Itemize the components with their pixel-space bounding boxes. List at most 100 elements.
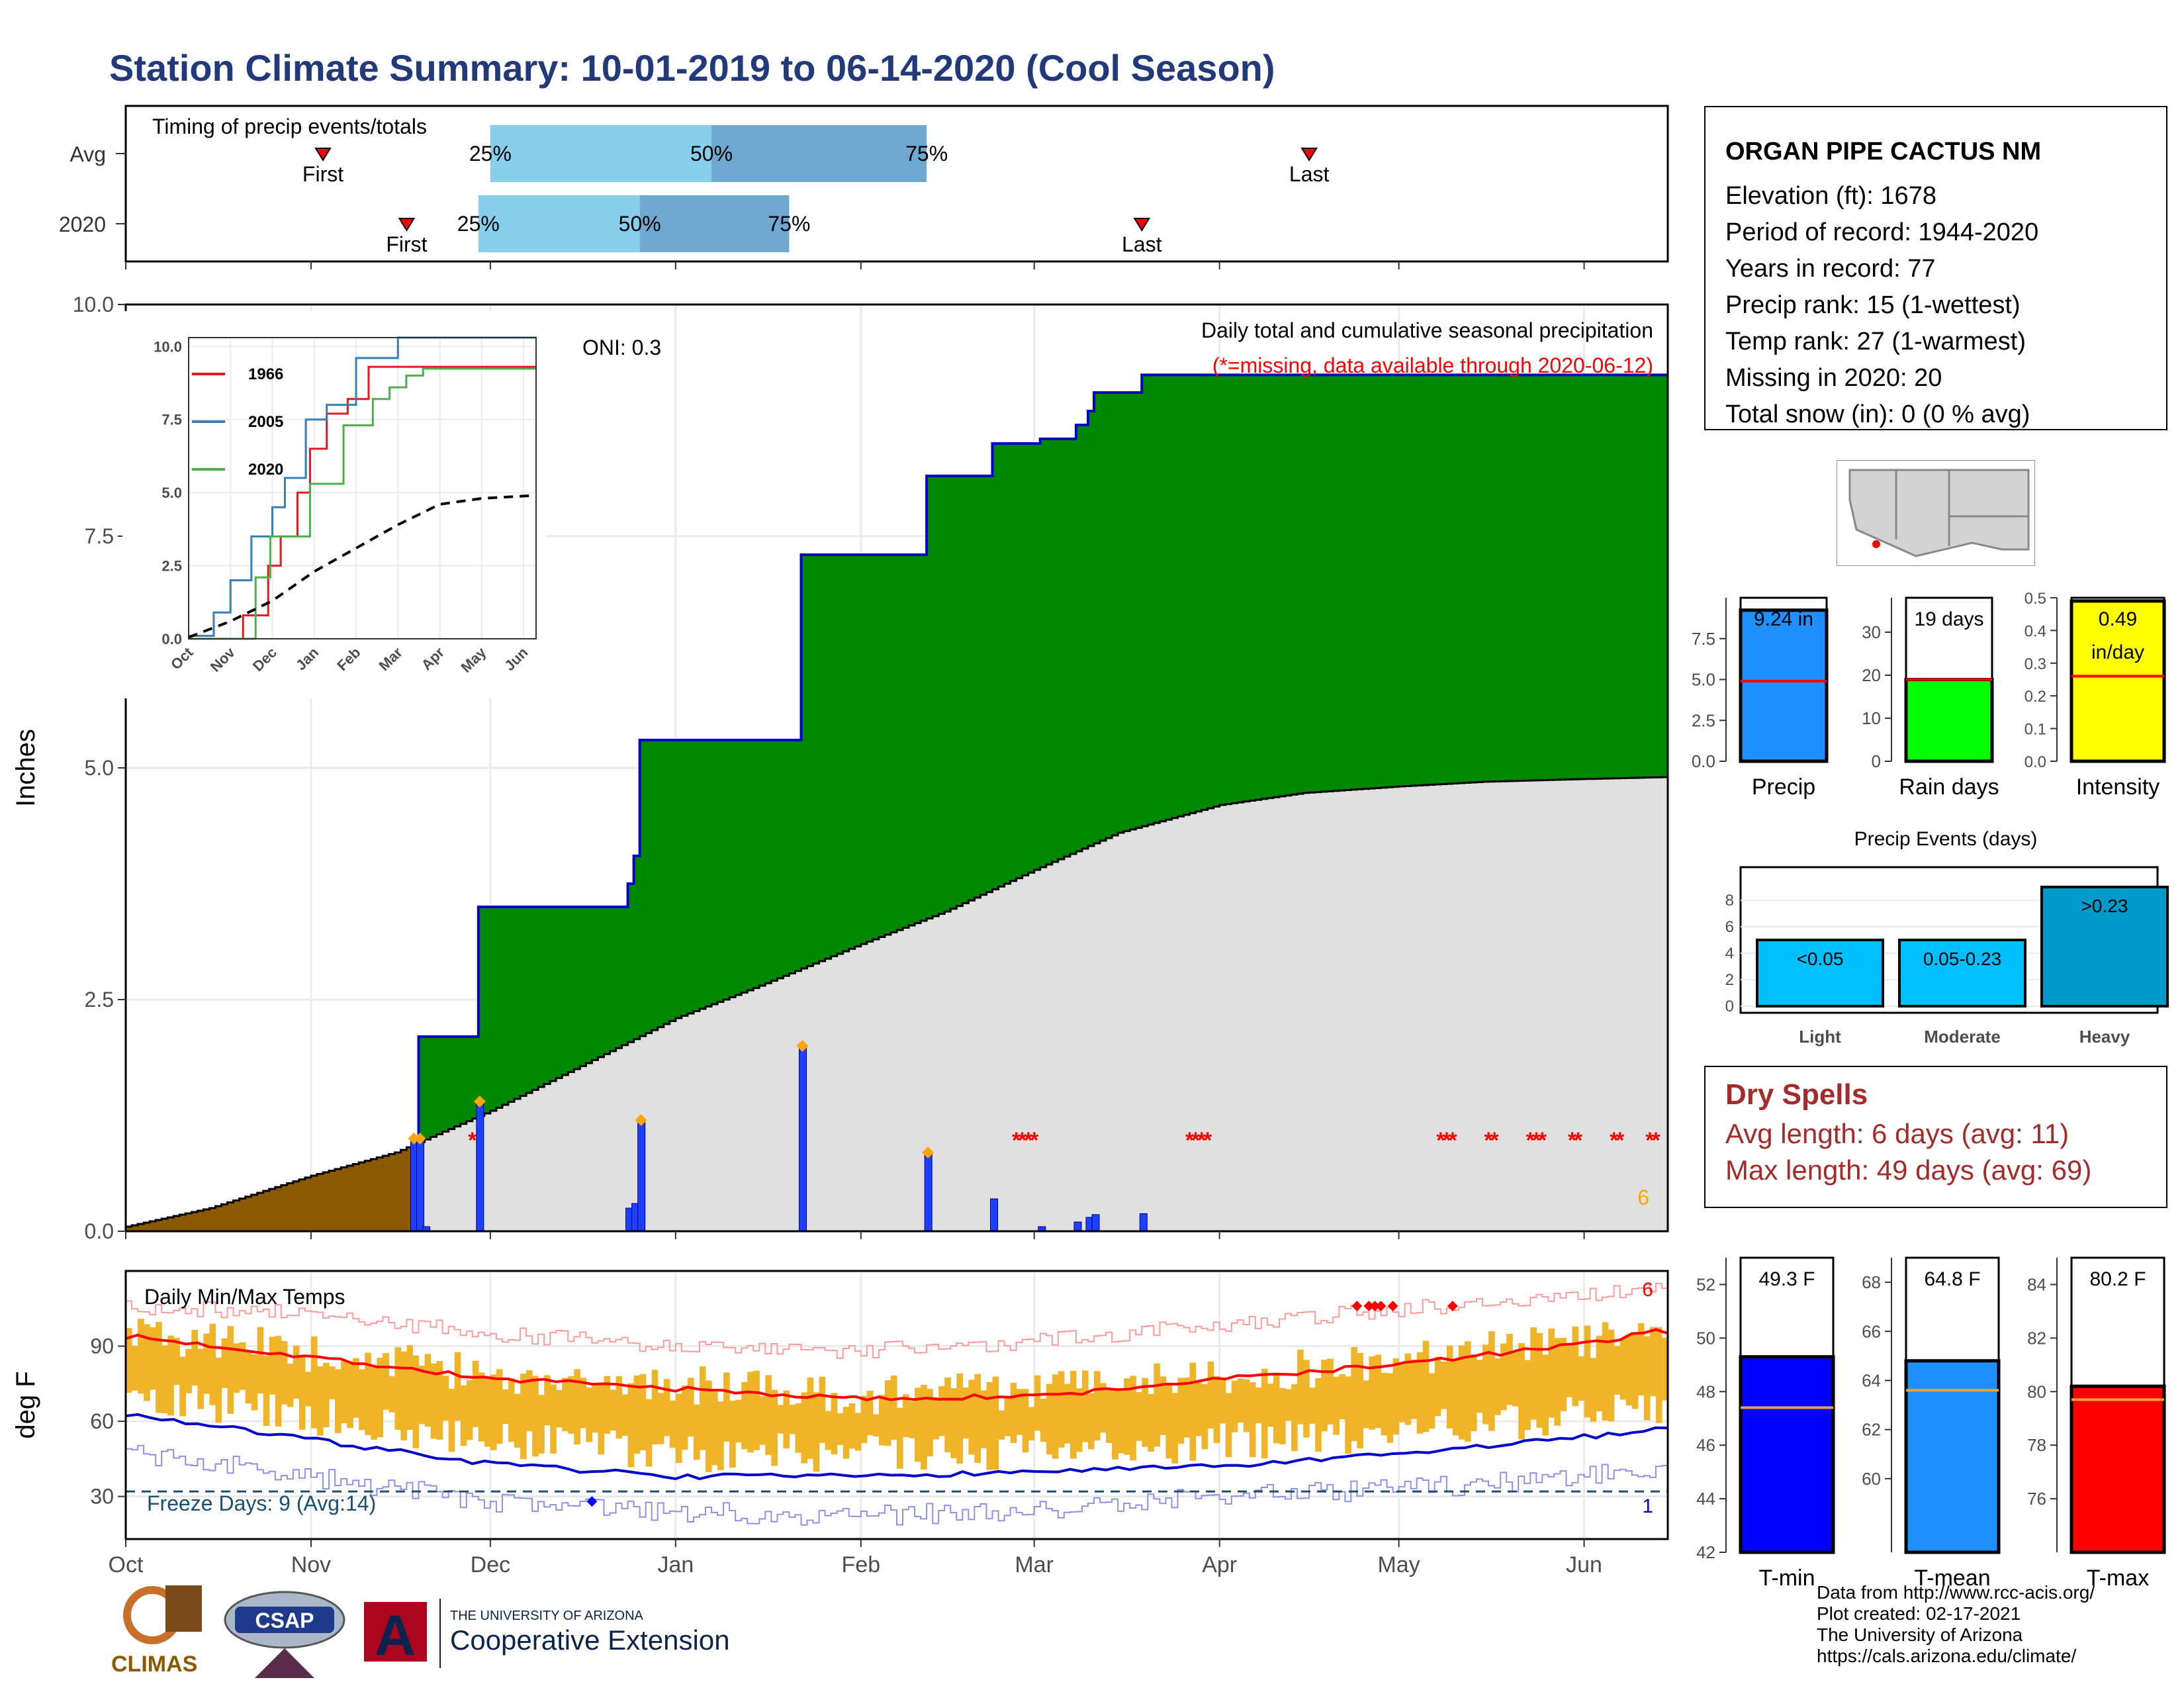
daily-temp-bar bbox=[239, 1342, 246, 1390]
daily-temp-bar bbox=[1494, 1358, 1501, 1415]
ua-big-text: Cooperative Extension bbox=[450, 1624, 730, 1656]
daily-temp-bar bbox=[639, 1374, 647, 1450]
daily-temp-bar bbox=[1404, 1353, 1412, 1425]
daily-temp-bar bbox=[1273, 1372, 1280, 1444]
daily-temp-bar bbox=[1464, 1341, 1471, 1442]
daily-temp-bar bbox=[657, 1393, 664, 1444]
daily-temp-bar bbox=[341, 1360, 347, 1424]
daily-temp-bar bbox=[1602, 1322, 1609, 1421]
avg-max-temp-line bbox=[125, 1328, 1668, 1401]
summary-y-label: 20 bbox=[1862, 665, 1881, 685]
daily-temp-bar bbox=[903, 1394, 909, 1437]
station-snow: Total snow (in): 0 (0 % avg) bbox=[1725, 400, 2030, 428]
daily-temp-bar bbox=[144, 1324, 150, 1401]
daily-temp-bar bbox=[1619, 1338, 1627, 1400]
record-max-line bbox=[126, 1282, 1668, 1359]
timing-last-label: Last bbox=[1122, 232, 1162, 256]
daily-temp-bar bbox=[377, 1358, 383, 1438]
daily-temp-bar bbox=[359, 1369, 365, 1430]
daily-temp-bar bbox=[418, 1366, 426, 1425]
logos: CLIMAS CSAP A THE UNIVERSITY OF ARIZONA … bbox=[111, 1585, 730, 1678]
daily-temp-bar bbox=[197, 1348, 205, 1409]
csap-logo: CSAP bbox=[224, 1591, 345, 1678]
daily-temp-bar bbox=[1542, 1354, 1549, 1436]
daily-temp-bar bbox=[365, 1352, 371, 1435]
missing-marker: * bbox=[1615, 1128, 1625, 1153]
daily-temp-bar bbox=[1625, 1334, 1633, 1406]
daily-temp-bar bbox=[167, 1335, 174, 1416]
credit-plot-created: Plot created: 02-17-2021 bbox=[1817, 1603, 2021, 1624]
daily-temp-bar bbox=[729, 1401, 736, 1468]
daily-temp-bar bbox=[1052, 1374, 1059, 1459]
daily-temp-bar bbox=[627, 1383, 635, 1468]
daily-temp-bar bbox=[1440, 1361, 1447, 1409]
daily-temp-bar bbox=[1249, 1382, 1256, 1458]
daily-temp-bar bbox=[944, 1377, 951, 1452]
daily-temp-bar bbox=[771, 1389, 778, 1466]
daily-temp-bar bbox=[592, 1384, 599, 1433]
daily-temp-bar bbox=[1189, 1362, 1197, 1461]
daily-temp-bar bbox=[1643, 1336, 1651, 1421]
timing-first-label: First bbox=[302, 162, 343, 186]
summary-y-label: 10 bbox=[1862, 708, 1881, 728]
precip-subtitle: (*=missing, data available through 2020-… bbox=[1212, 353, 1653, 377]
daily-temp-bar bbox=[1357, 1352, 1364, 1448]
timing-q25-label: 25% bbox=[469, 142, 512, 165]
daily-temp-bar bbox=[1506, 1333, 1513, 1405]
events-title: Precip Events (days) bbox=[1854, 828, 2038, 850]
daily-temp-bar bbox=[1578, 1356, 1585, 1401]
credit-data-source: Data from http://www.rcc-acis.org/ bbox=[1817, 1582, 2095, 1603]
daily-temp-bar bbox=[933, 1397, 939, 1440]
missing-marker: * bbox=[1448, 1128, 1457, 1153]
daily-temp-bar bbox=[496, 1369, 503, 1444]
daily-temp-bar bbox=[550, 1384, 557, 1454]
daily-temp-bar bbox=[1243, 1379, 1250, 1432]
timing-q75-label: 75% bbox=[768, 212, 810, 236]
daily-temp-bar bbox=[1154, 1363, 1160, 1447]
daily-temp-bar bbox=[484, 1377, 491, 1447]
daily-temp-bar bbox=[1530, 1327, 1537, 1420]
daily-temp-bar bbox=[663, 1379, 670, 1436]
daily-temp-bar bbox=[1321, 1360, 1328, 1432]
avg-min-temp-line bbox=[125, 1413, 1668, 1481]
daily-temp-bar bbox=[472, 1360, 479, 1427]
daily-temp-bar bbox=[813, 1392, 820, 1472]
daily-temp-bar bbox=[1303, 1360, 1310, 1438]
summary-value-label: 49.3 F bbox=[1758, 1268, 1815, 1290]
events-bar bbox=[1898, 939, 2026, 1008]
timing-bar-q25-q50 bbox=[490, 125, 712, 182]
missing-marker: * bbox=[1185, 1128, 1195, 1153]
daily-temp-bar bbox=[1201, 1383, 1208, 1450]
daily-temp-bar bbox=[1213, 1376, 1220, 1443]
daily-max-marker bbox=[922, 1147, 934, 1158]
missing-marker: * bbox=[1024, 1128, 1033, 1153]
temps-x-label: Apr bbox=[1202, 1552, 1237, 1577]
daily-temp-bar bbox=[795, 1403, 802, 1453]
daily-temp-bar bbox=[424, 1354, 432, 1427]
events-bar bbox=[1756, 939, 1884, 1008]
missing-marker: * bbox=[1651, 1128, 1661, 1153]
temps-x-label: Feb bbox=[842, 1552, 881, 1577]
events-x-label: Moderate bbox=[1924, 1027, 2001, 1047]
daily-temp-bar bbox=[1398, 1363, 1406, 1423]
missing-marker: * bbox=[1197, 1128, 1206, 1153]
temps-x-label: May bbox=[1377, 1552, 1420, 1577]
inset-y-label: 10.0 bbox=[154, 338, 182, 355]
precip-chart: * **** **** *** ** *** ** ** **0.02.55.07.510.0I… bbox=[11, 293, 1669, 1243]
temps-corner-top: 6 bbox=[1642, 1279, 1653, 1301]
daily-temp-bar bbox=[765, 1375, 772, 1456]
daily-temp-bar bbox=[747, 1372, 754, 1453]
summary-y-label: 0.1 bbox=[2025, 721, 2046, 739]
daily-temp-bar bbox=[1124, 1378, 1130, 1455]
missing-marker: * bbox=[1526, 1128, 1535, 1153]
daily-temp-bar bbox=[215, 1358, 222, 1423]
precip-title: Daily total and cumulative seasonal prec… bbox=[1201, 318, 1653, 342]
credit-url: https://cals.arizona.edu/climate/ bbox=[1817, 1646, 2077, 1666]
daily-temp-bar bbox=[1177, 1378, 1185, 1444]
daily-max-marker bbox=[796, 1040, 809, 1052]
daily-temp-bar bbox=[615, 1376, 623, 1439]
daily-temp-bar bbox=[687, 1378, 694, 1437]
daily-temp-bar bbox=[156, 1321, 162, 1413]
precip-y-label: 2.5 bbox=[85, 988, 114, 1011]
daily-temp-bar bbox=[263, 1355, 270, 1427]
